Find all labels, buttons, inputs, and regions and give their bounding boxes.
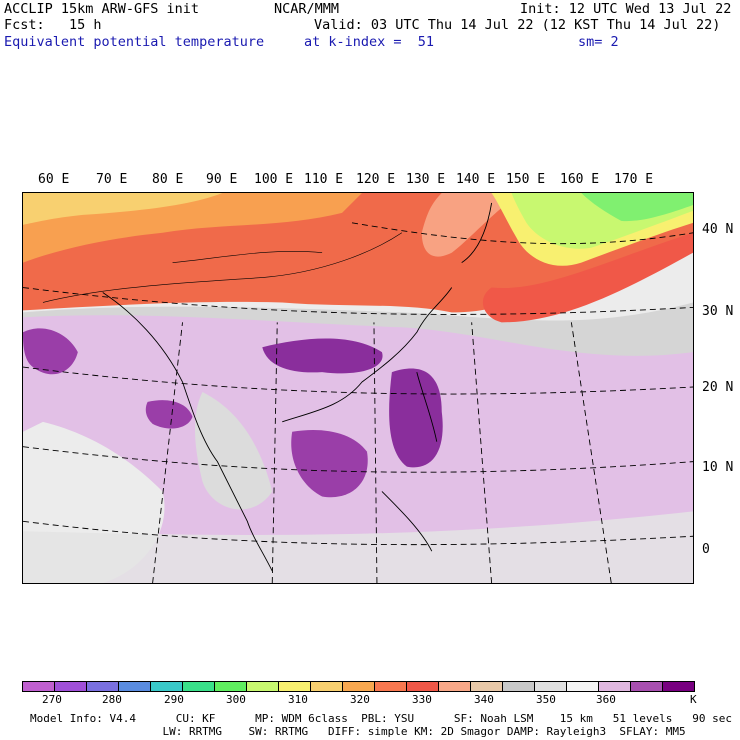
- purple-blob-china: [262, 338, 383, 374]
- latitude-label: 40 N: [702, 222, 734, 237]
- colorbar-swatch: [599, 682, 631, 691]
- red-tongue: [482, 232, 693, 323]
- colorbar-swatch: [23, 682, 55, 691]
- model-info-line2: LW: RRTMG SW: RRTMG DIFF: simple KM: 2D …: [30, 725, 686, 738]
- theta-e-map: [22, 192, 694, 584]
- purple-blob-scs: [291, 429, 368, 498]
- model-title: ACCLIP 15km ARW-GFS init: [4, 1, 200, 17]
- org-label: NCAR/MMM: [274, 1, 340, 17]
- graticule: [23, 222, 693, 583]
- colorbar-swatch: [407, 682, 439, 691]
- colorbar-unit: K: [690, 693, 697, 706]
- colorbar-tick-label: 310: [288, 693, 308, 706]
- valid-time: Valid: 03 UTC Thu 14 Jul 22 (12 KST Thu …: [314, 17, 721, 33]
- colorbar-swatch: [215, 682, 247, 691]
- salmon-region: [421, 193, 522, 257]
- longitude-label: 90 E: [206, 172, 238, 187]
- colorbar-swatch: [279, 682, 311, 691]
- colorbar-swatch: [87, 682, 119, 691]
- colorbar-swatch: [663, 682, 694, 691]
- colorbar-swatch: [375, 682, 407, 691]
- longitude-label: 80 E: [152, 172, 184, 187]
- colorbar-swatch: [151, 682, 183, 691]
- colorbar-tick-label: 320: [350, 693, 370, 706]
- longitude-label: 160 E: [560, 172, 600, 187]
- longitude-label: 120 E: [356, 172, 396, 187]
- level-label: at k-index = 51: [304, 34, 435, 50]
- colorbar-tick-label: 280: [102, 693, 122, 706]
- latitude-label: 10 N: [702, 460, 734, 475]
- colorbar-tick-label: 330: [412, 693, 432, 706]
- colorbar-swatch: [119, 682, 151, 691]
- field-name: Equivalent potential temperature: [4, 34, 265, 50]
- longitude-label: 140 E: [456, 172, 496, 187]
- grey-patch-indochina: [194, 391, 273, 510]
- colorbar-swatch: [183, 682, 215, 691]
- colorbar-swatch: [247, 682, 279, 691]
- colorbar-swatch: [471, 682, 503, 691]
- longitude-label: 110 E: [304, 172, 344, 187]
- forecast-hour: Fcst: 15 h: [4, 17, 102, 33]
- borders: [42, 232, 403, 303]
- colorbar-tick-label: 270: [42, 693, 62, 706]
- purple-blob-bengal: [145, 400, 193, 429]
- latitude-label: 0: [702, 542, 710, 557]
- green-region: [581, 193, 693, 222]
- longitude-label: 130 E: [406, 172, 446, 187]
- init-time: Init: 12 UTC Wed 13 Jul 22: [520, 1, 732, 17]
- colorbar-swatch: [535, 682, 567, 691]
- colorbar-tick-label: 300: [226, 693, 246, 706]
- coastlines: [102, 202, 493, 572]
- colorbar-tick-label: 340: [474, 693, 494, 706]
- grey-patch-south: [23, 511, 693, 583]
- colorbar-swatch: [311, 682, 343, 691]
- yellow-region: [23, 193, 223, 225]
- colorbar-swatch: [343, 682, 375, 691]
- purple-blob-west: [23, 328, 78, 375]
- colorbar: [22, 681, 695, 692]
- longitude-label: 70 E: [96, 172, 128, 187]
- colorbar-swatch: [567, 682, 599, 691]
- colorbar-tick-label: 290: [164, 693, 184, 706]
- colorbar-tick-label: 350: [536, 693, 556, 706]
- colorbar-swatch: [55, 682, 87, 691]
- latitude-label: 30 N: [702, 304, 734, 319]
- purple-blob-philippine-sea: [389, 368, 443, 468]
- colorbar-tick-label: 360: [596, 693, 616, 706]
- colorbar-swatch: [631, 682, 663, 691]
- model-info-line1: Model Info: V4.4 CU: KF MP: WDM 6class P…: [30, 712, 732, 725]
- longitude-label: 100 E: [254, 172, 294, 187]
- longitude-label: 150 E: [506, 172, 546, 187]
- latitude-label: 20 N: [702, 380, 734, 395]
- longitude-label: 170 E: [614, 172, 654, 187]
- smoothing-label: sm= 2: [578, 34, 619, 50]
- longitude-label: 60 E: [38, 172, 70, 187]
- colorbar-swatch: [439, 682, 471, 691]
- colorbar-swatch: [503, 682, 535, 691]
